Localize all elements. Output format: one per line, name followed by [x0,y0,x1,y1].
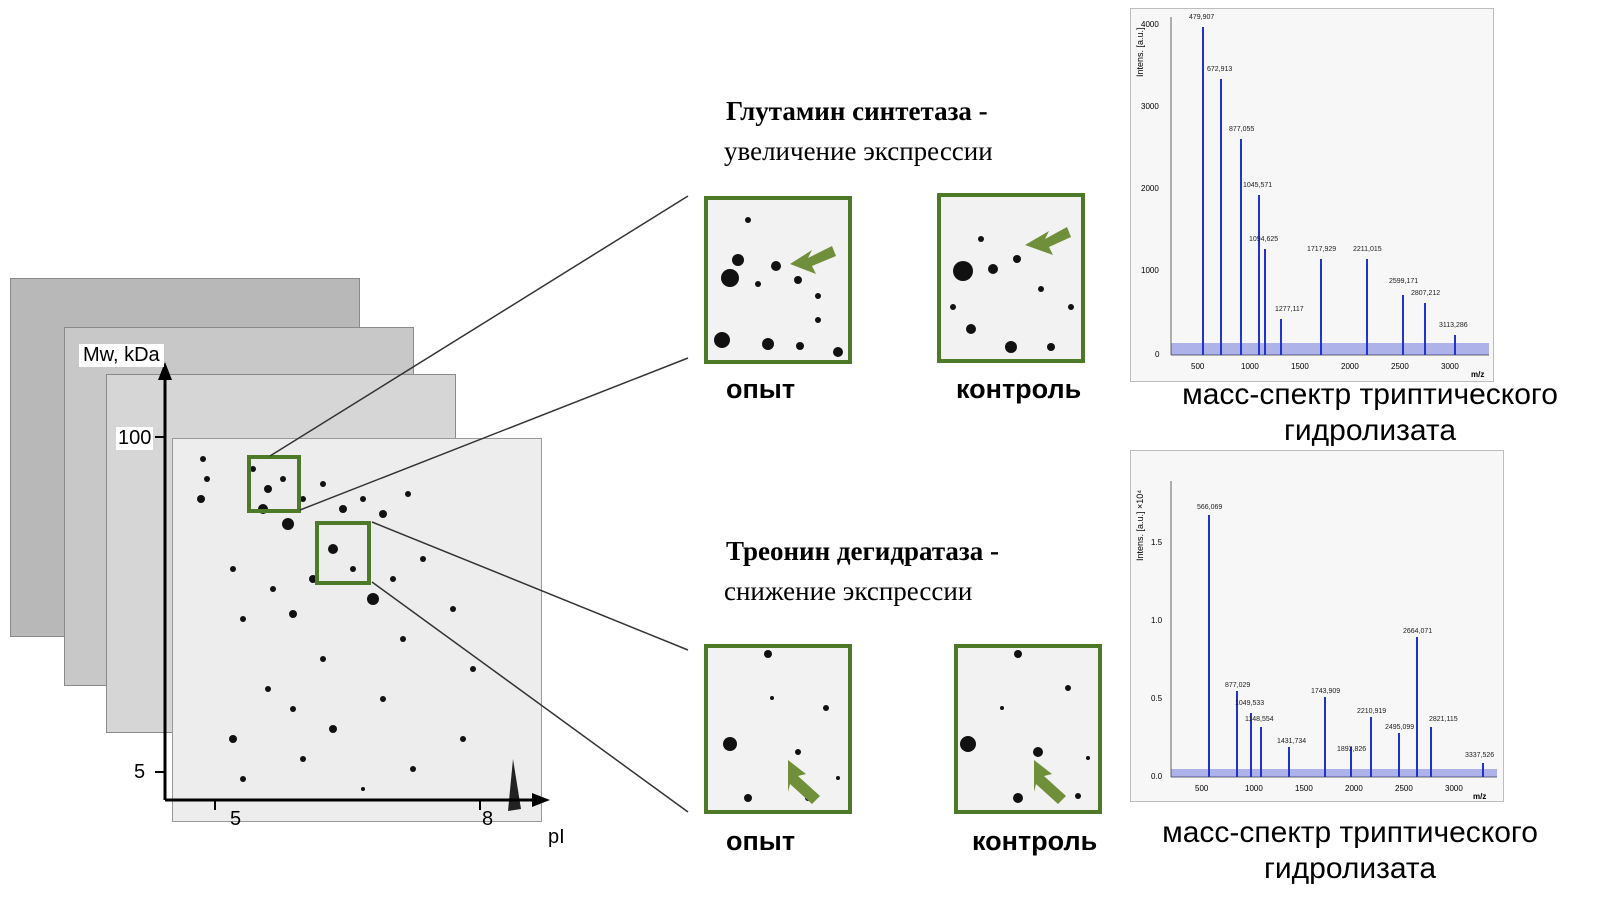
svg-text:1277,117: 1277,117 [1275,306,1304,313]
svg-text:479,907: 479,907 [1189,14,1214,21]
svg-text:2211,015: 2211,015 [1353,246,1382,253]
protein-2-experiment-label: опыт [726,826,796,856]
protein-2-name: Треонин дегидратаза - [726,536,1000,566]
svg-text:1148,554: 1148,554 [1245,716,1274,723]
svg-text:1049,533: 1049,533 [1235,700,1264,707]
spectrum-2-y-label: Intens. [a.u.] ×10⁴ [1135,490,1145,561]
svg-text:1717,929: 1717,929 [1307,246,1336,253]
svg-text:672,913: 672,913 [1207,66,1232,73]
svg-text:2500: 2500 [1391,362,1409,371]
svg-text:500: 500 [1195,784,1209,793]
svg-text:3113,286: 3113,286 [1439,322,1468,329]
svg-text:1500: 1500 [1295,784,1313,793]
x-axis-arrow-icon [532,793,550,807]
arrow-icon [790,246,836,274]
protein-1-experiment-label: опыт [726,374,796,404]
svg-text:1743,909: 1743,909 [1311,688,1340,695]
gel-highlight-box-2 [315,521,371,585]
svg-text:2495,099: 2495,099 [1385,724,1414,731]
svg-text:1893,826: 1893,826 [1337,746,1366,753]
svg-text:3000: 3000 [1441,362,1459,371]
mass-spectrum-1: Intens. [a.u.] 4000 3000 2000 1000 0 500… [1130,8,1494,382]
x-axis-label: pI [548,826,565,848]
gel-image [172,438,542,822]
spectrum-1-caption-line1: масс-спектр триптического [1182,378,1558,411]
svg-text:566,069: 566,069 [1197,504,1222,511]
arrow-icon [788,760,820,804]
x-tick-5: 5 [230,808,242,830]
gel-axes [155,362,550,810]
mass-spectrum-2: Intens. [a.u.] ×10⁴ 1.5 1.0 0.5 0.0 500 … [1130,450,1504,802]
svg-text:500: 500 [1191,362,1205,371]
svg-text:2500: 2500 [1395,784,1413,793]
svg-text:3000: 3000 [1141,102,1159,111]
protein-2-experiment-crop [704,644,852,814]
spectrum-1-y-label: Intens. [a.u.] [1135,27,1145,77]
svg-text:2664,071: 2664,071 [1403,628,1432,635]
svg-text:2000: 2000 [1341,362,1359,371]
protein-2-change: снижение экспрессии [724,576,973,606]
svg-text:2599,171: 2599,171 [1389,278,1418,285]
y-tick-100: 100 [116,427,154,450]
svg-text:1045,571: 1045,571 [1243,182,1272,189]
svg-text:1000: 1000 [1141,266,1159,275]
svg-text:2807,212: 2807,212 [1411,290,1440,297]
svg-text:877,055: 877,055 [1229,126,1254,133]
svg-text:2000: 2000 [1345,784,1363,793]
gel-spots [197,455,521,811]
spectrum-2-caption-line2: гидролизата [1263,852,1437,885]
arrow-icon [1034,760,1066,804]
svg-text:1500: 1500 [1291,362,1309,371]
svg-text:1094,625: 1094,625 [1249,236,1278,243]
svg-text:0: 0 [1155,350,1160,359]
svg-text:3337,526: 3337,526 [1465,752,1494,759]
svg-text:2821,115: 2821,115 [1429,716,1458,723]
arrow-icon [1025,227,1071,255]
protein-1-change: увеличение экспрессии [724,136,993,166]
svg-text:2000: 2000 [1141,184,1159,193]
svg-text:4000: 4000 [1141,20,1159,29]
protein-1-experiment-crop [704,196,852,364]
gel-highlight-box-1 [247,455,301,513]
svg-text:m/z: m/z [1473,792,1486,801]
svg-text:1431,734: 1431,734 [1277,738,1306,745]
y-axis-arrow-icon [158,362,172,380]
svg-text:1.5: 1.5 [1151,538,1163,547]
svg-text:2210,919: 2210,919 [1357,708,1386,715]
protein-2-control-label: контроль [972,826,1098,856]
svg-text:877,029: 877,029 [1225,682,1250,689]
spectrum-2-caption-line1: масс-спектр триптического [1162,816,1538,849]
svg-text:1.0: 1.0 [1151,616,1163,625]
svg-text:3000: 3000 [1445,784,1463,793]
protein-1-control-crop [937,193,1085,363]
x-tick-8: 8 [482,808,494,830]
protein-1-name: Глутамин синтетаза - [726,96,988,126]
protein-2-control-crop [954,644,1102,814]
svg-text:1000: 1000 [1245,784,1263,793]
svg-text:0.0: 0.0 [1151,772,1163,781]
spectrum-1-caption-line2: гидролизата [1283,414,1457,447]
svg-text:1000: 1000 [1241,362,1259,371]
protein-1-control-label: контроль [956,374,1082,404]
y-axis-label: Mw, kDa [79,344,164,367]
svg-text:0.5: 0.5 [1151,694,1163,703]
svg-text:m/z: m/z [1471,370,1484,379]
y-tick-5: 5 [134,761,146,783]
